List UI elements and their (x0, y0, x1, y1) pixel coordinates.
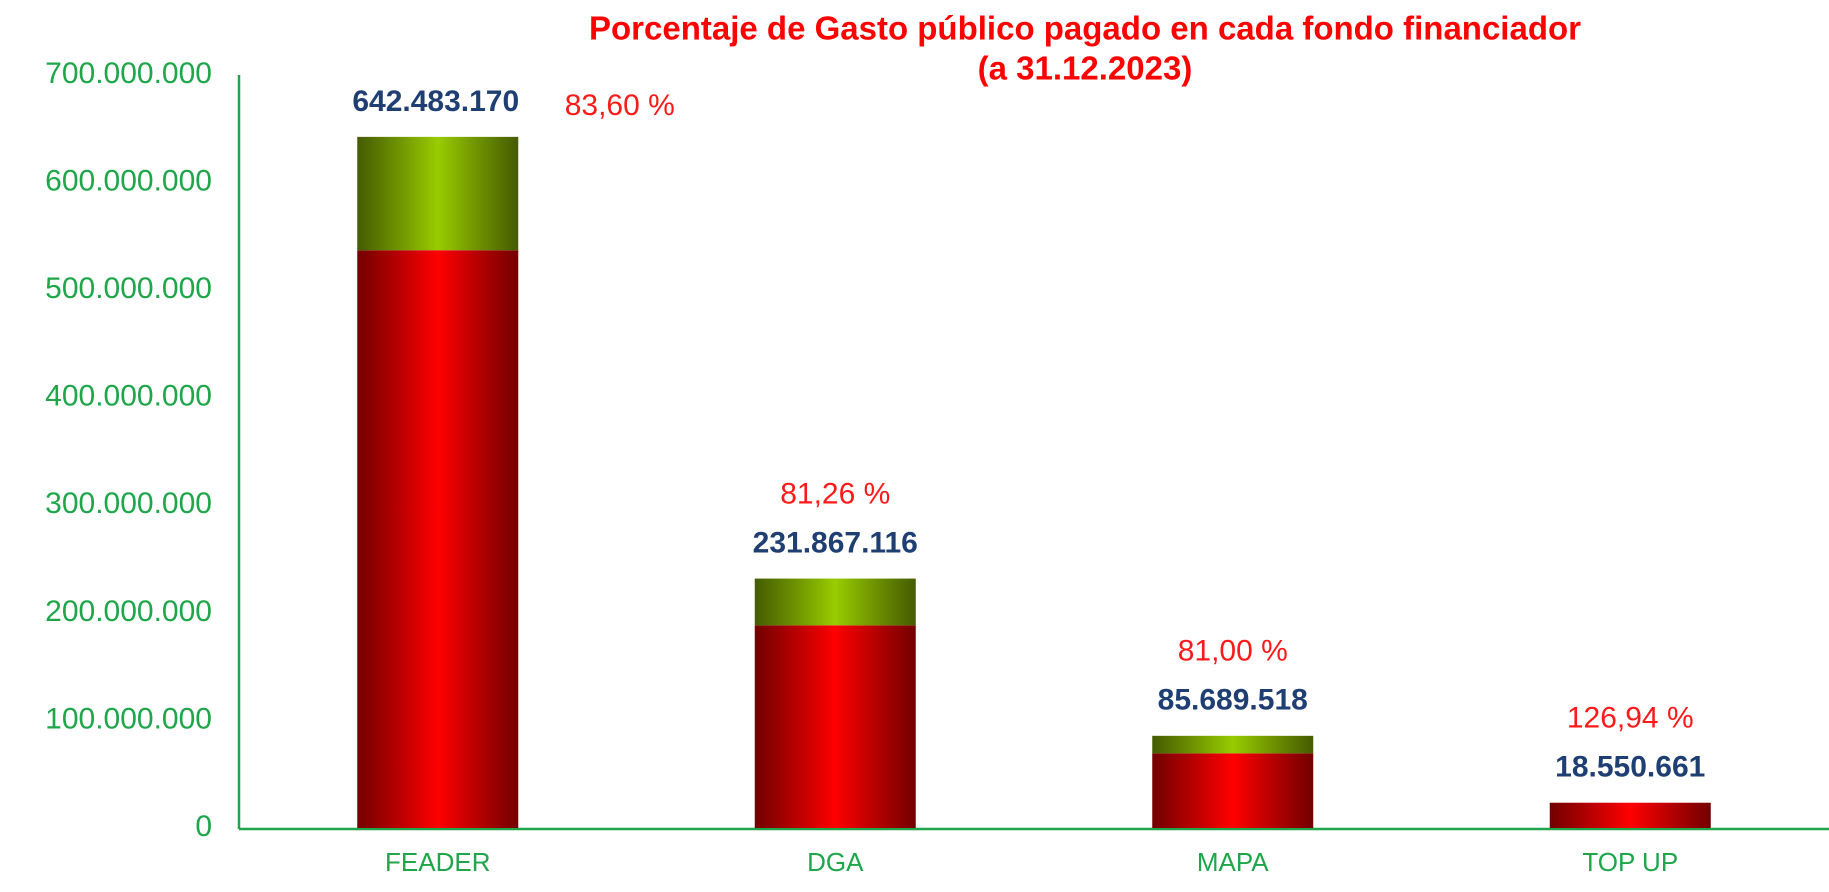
total-label: 642.483.170 (352, 85, 519, 118)
x-tick-label: TOP UP (1582, 847, 1678, 877)
bar-segment (754, 625, 916, 828)
x-tick-label: MAPA (1197, 847, 1269, 877)
bar-segment (357, 136, 519, 251)
y-tick-label: 100.000.000 (45, 702, 212, 735)
bar-segment (754, 578, 916, 626)
total-label: 18.550.661 (1555, 751, 1705, 784)
y-tick-label: 200.000.000 (45, 595, 212, 628)
bar-segment (357, 250, 519, 828)
y-tick-label: 300.000.000 (45, 487, 212, 520)
y-tick-label: 500.000.000 (45, 272, 212, 305)
percent-label: 81,26 % (780, 477, 890, 510)
y-tick-label: 400.000.000 (45, 380, 212, 413)
percent-label: 81,00 % (1178, 635, 1288, 668)
chart-subtitle: (a 31.12.2023) (978, 50, 1193, 87)
total-label: 85.689.518 (1158, 684, 1308, 717)
y-tick-label: 700.000.000 (45, 57, 212, 90)
percent-label: 83,60 % (565, 89, 675, 122)
y-tick-label: 600.000.000 (45, 164, 212, 197)
x-tick-label: FEADER (385, 847, 490, 877)
bar-segment (1549, 802, 1711, 828)
percent-label: 126,94 % (1567, 702, 1694, 735)
x-tick-label: DGA (807, 847, 864, 877)
y-tick-label: 0 (195, 810, 212, 843)
bar-segment (1152, 753, 1314, 828)
bar-segment (1152, 735, 1314, 754)
chart-title: Porcentaje de Gasto público pagado en ca… (589, 10, 1581, 47)
total-label: 231.867.116 (753, 526, 918, 559)
